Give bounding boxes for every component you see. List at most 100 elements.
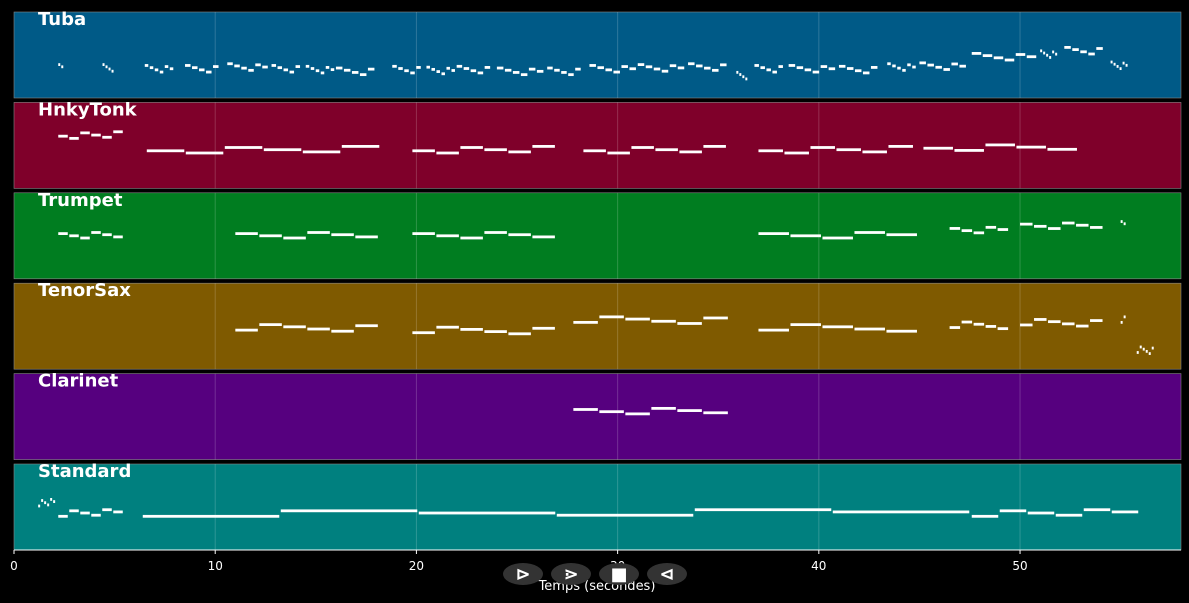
note-mark	[820, 65, 828, 68]
note-mark	[1120, 320, 1123, 324]
note-mark	[436, 234, 459, 238]
note-mark	[224, 146, 263, 149]
note-mark	[1125, 63, 1128, 67]
note-mark	[1043, 51, 1046, 55]
forward-button[interactable]: ⋗	[551, 563, 591, 585]
note-mark	[949, 227, 961, 230]
note-mark	[1122, 61, 1125, 65]
note-mark	[712, 68, 719, 72]
note-mark	[892, 64, 896, 68]
note-mark	[854, 327, 885, 331]
note-mark	[694, 508, 832, 512]
stop-button[interactable]: ■	[599, 563, 639, 585]
note-mark	[320, 71, 325, 75]
forward-button-bg	[551, 563, 591, 585]
rewind-button[interactable]: ⊳	[503, 563, 543, 585]
note-mark	[573, 320, 598, 324]
note-mark	[111, 69, 114, 73]
note-mark	[997, 228, 1009, 231]
note-mark	[61, 65, 64, 69]
note-mark	[822, 325, 853, 329]
note-mark	[44, 501, 47, 505]
note-mark	[1034, 318, 1047, 321]
note-mark	[1062, 221, 1075, 225]
note-mark	[1139, 345, 1142, 349]
note-mark	[1110, 60, 1113, 64]
note-mark	[146, 149, 185, 153]
note-mark	[912, 65, 916, 69]
note-mark	[790, 323, 821, 327]
note-mark	[772, 70, 777, 74]
note-mark	[760, 66, 765, 70]
note-mark	[1048, 320, 1061, 324]
note-mark	[1055, 513, 1083, 517]
note-mark	[456, 64, 463, 68]
note-mark	[477, 71, 484, 75]
note-mark	[69, 509, 79, 513]
note-mark	[625, 317, 650, 321]
note-mark	[679, 150, 702, 154]
note-mark	[822, 236, 853, 240]
note-mark	[902, 68, 906, 72]
note-mark	[1016, 145, 1046, 149]
note-mark	[315, 69, 320, 73]
note-mark	[1015, 53, 1026, 56]
note-mark	[1046, 53, 1049, 57]
note-mark	[154, 68, 159, 72]
note-mark	[812, 70, 820, 74]
note-mark	[1123, 315, 1126, 319]
note-mark	[754, 64, 759, 67]
track-clarinet: Clarinet	[13, 371, 1182, 460]
note-mark	[927, 63, 934, 67]
note-mark	[862, 71, 870, 75]
note-mark	[961, 320, 973, 324]
note-mark	[185, 64, 191, 67]
note-mark	[277, 66, 283, 70]
track-band	[13, 373, 1182, 460]
track-label: TenorSax	[38, 280, 131, 301]
note-mark	[943, 68, 950, 71]
note-mark	[280, 509, 418, 513]
note-mark	[832, 510, 970, 514]
note-mark	[50, 498, 53, 501]
note-mark	[1136, 351, 1139, 354]
note-mark	[631, 146, 654, 149]
note-mark	[703, 316, 728, 320]
note-mark	[1040, 49, 1043, 53]
note-mark	[961, 229, 973, 233]
note-mark	[248, 68, 254, 72]
back-button[interactable]: ⊲	[647, 563, 687, 585]
note-mark	[935, 65, 942, 69]
note-mark	[985, 225, 997, 229]
note-mark	[1076, 324, 1089, 328]
note-mark	[199, 68, 205, 72]
note-mark	[778, 65, 783, 68]
note-mark	[241, 66, 247, 70]
note-mark	[105, 65, 108, 69]
back-icon: ⊲	[659, 564, 674, 585]
note-mark	[1113, 62, 1116, 66]
note-mark	[508, 233, 531, 237]
track-hnkytonk: HnkyTonk	[13, 99, 1182, 189]
note-mark	[283, 325, 306, 329]
note-mark	[484, 148, 507, 152]
note-mark	[742, 75, 745, 79]
note-mark	[704, 66, 711, 70]
track-tenorsax: TenorSax	[13, 280, 1182, 370]
note-mark	[436, 70, 440, 73]
note-mark	[703, 145, 726, 148]
note-mark	[1052, 50, 1055, 54]
note-mark	[508, 150, 531, 154]
note-mark	[185, 151, 224, 155]
note-mark	[919, 61, 926, 65]
note-mark	[102, 233, 112, 237]
note-mark	[1062, 322, 1075, 326]
note-mark	[69, 234, 79, 238]
note-mark	[142, 514, 280, 518]
note-mark	[997, 327, 1009, 331]
note-mark	[283, 236, 306, 240]
note-mark	[599, 315, 624, 319]
note-mark	[47, 503, 50, 507]
note-mark	[398, 67, 403, 70]
